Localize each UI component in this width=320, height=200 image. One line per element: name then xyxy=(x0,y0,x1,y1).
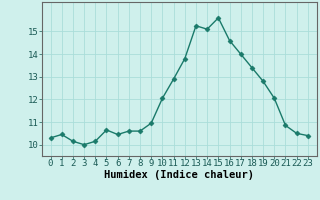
X-axis label: Humidex (Indice chaleur): Humidex (Indice chaleur) xyxy=(104,170,254,180)
